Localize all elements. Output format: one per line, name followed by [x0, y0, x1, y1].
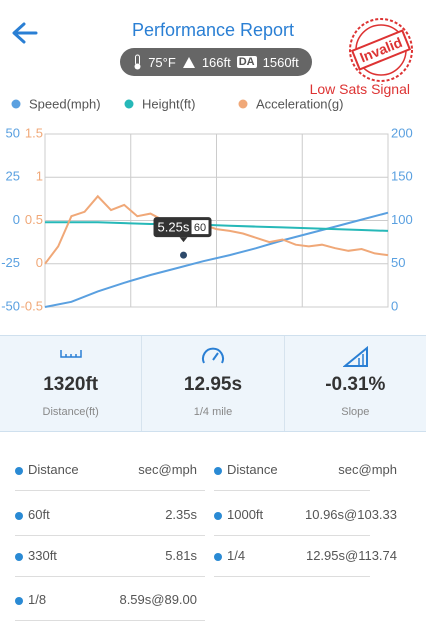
table-row: Distance sec@mph Distance sec@mph [0, 462, 426, 492]
split-value: 5.81s [165, 548, 197, 563]
stat-label: Distance(ft) [42, 406, 99, 418]
chart: -50 -25 0 25 50 -0.5 0 0.5 1 1.5 0 50 100 150 200 Speed… [1, 96, 413, 313]
row-divider [15, 490, 205, 491]
legend-label: Acceleration(g) [256, 96, 343, 111]
legend-swatch [11, 99, 21, 109]
warning: Low Sats Signal [309, 81, 410, 97]
stat-label: Slope [341, 406, 370, 418]
split-value: 12.95s@113.74 [305, 548, 397, 563]
split-name: 60ft [28, 507, 50, 522]
split-name: 1/4 [227, 548, 246, 563]
table-row: 60ft 2.35s 1000ft 10.96s@103.33 [0, 507, 426, 537]
series-line [44, 211, 389, 308]
y-tick-label: 0 [13, 212, 20, 227]
split-name: Distance [28, 462, 79, 477]
table-cell-pair: 1/8 8.59s@89.00 [15, 592, 197, 612]
y-tick-label: -0.5 [21, 298, 43, 313]
table-row: 1/8 8.59s@89.00 [0, 592, 426, 622]
y-tick-label: 0.5 [25, 212, 43, 227]
table-cell-pair: Distance sec@mph [15, 462, 197, 482]
split-name: 330ft [28, 548, 57, 563]
tooltip-point [179, 250, 189, 260]
bullet [214, 553, 222, 561]
bullet [15, 467, 23, 475]
series-line [45, 221, 389, 232]
stat-value: 1320ft [43, 374, 99, 395]
slope-icon [343, 346, 369, 367]
series-line [44, 194, 389, 265]
table-cell-pair: 1000ft 10.96s@103.33 [214, 507, 397, 527]
stats-panel: 1320ft Distance(ft) 12.95s 1/4 mile -0.3… [0, 335, 426, 432]
da-badge: DA [236, 56, 257, 68]
tooltip-value: 60 [194, 222, 206, 234]
stat-cell: 1320ft Distance(ft) [0, 336, 143, 431]
row-divider [15, 620, 205, 621]
tooltip-label: 5.25s [158, 220, 190, 235]
y-tick-label: 1 [36, 169, 43, 184]
altitude-icon [182, 57, 195, 68]
y-tick-label: -25 [1, 255, 20, 270]
row-divider [214, 490, 370, 491]
table-row: 330ft 5.81s 1/4 12.95s@113.74 [0, 548, 426, 578]
table-cell-pair: 60ft 2.35s [15, 507, 197, 527]
tooltip-value-box [191, 220, 209, 235]
stat-value: 12.95s [183, 374, 243, 395]
thermometer-icon [134, 54, 141, 70]
speed-icon [202, 347, 224, 364]
split-name: Distance [227, 462, 278, 477]
row-divider [15, 535, 205, 536]
legend-swatch [238, 99, 248, 109]
temperature: 75°F [148, 54, 176, 70]
bullet [15, 553, 23, 561]
y-tick-label: 1.5 [25, 125, 43, 140]
y-tick-label: 150 [391, 169, 413, 184]
legend-label: Speed(mph) [29, 96, 101, 111]
bullet [214, 467, 222, 475]
split-value: 10.96s@103.33 [305, 507, 397, 522]
y-tick-label: 50 [6, 125, 20, 140]
split-name: 1/8 [28, 592, 47, 607]
row-divider [214, 535, 370, 536]
page-title: Performance Report [131, 20, 295, 40]
y-tick-label: 0 [391, 298, 398, 313]
altitude: 166ft [201, 54, 231, 70]
stat-value: -0.31% [325, 374, 386, 395]
back-button[interactable] [10, 20, 40, 46]
y-tick-label: 50 [391, 255, 405, 270]
y-tick-label: 100 [391, 212, 413, 227]
stat-label: 1/4 mile [193, 406, 233, 418]
invalid-stamp: Invalid [349, 18, 413, 82]
conditions-pill: 75°F 166ft DA 1560ft [120, 48, 312, 76]
legend-swatch [124, 99, 134, 109]
tooltip-pointer [179, 237, 188, 243]
table-cell-pair: Distance sec@mph [214, 462, 397, 482]
split-value: 2.35s [165, 507, 197, 522]
split-value: sec@mph [138, 462, 197, 477]
row-divider [15, 576, 205, 577]
y-tick-label: 200 [391, 125, 413, 140]
split-name: 1000ft [227, 507, 264, 522]
legend-label: Height(ft) [142, 96, 195, 111]
bullet [15, 512, 23, 520]
split-value: sec@mph [338, 462, 397, 477]
table-cell-pair: 330ft 5.81s [15, 548, 197, 568]
y-tick-label: -50 [1, 298, 20, 313]
bullet [15, 597, 23, 605]
bullet [214, 512, 222, 520]
table-cell-pair: 1/4 12.95s@113.74 [214, 548, 397, 568]
density-altitude: 1560ft [262, 54, 299, 70]
distance-icon [59, 350, 82, 358]
stat-cell: -0.31% Slope [285, 336, 426, 431]
split-value: 8.59s@89.00 [119, 592, 197, 607]
row-divider [214, 576, 370, 577]
y-tick-label: 25 [6, 169, 20, 184]
stat-cell: 12.95s 1/4 mile [142, 336, 285, 431]
y-tick-label: 0 [36, 255, 43, 270]
